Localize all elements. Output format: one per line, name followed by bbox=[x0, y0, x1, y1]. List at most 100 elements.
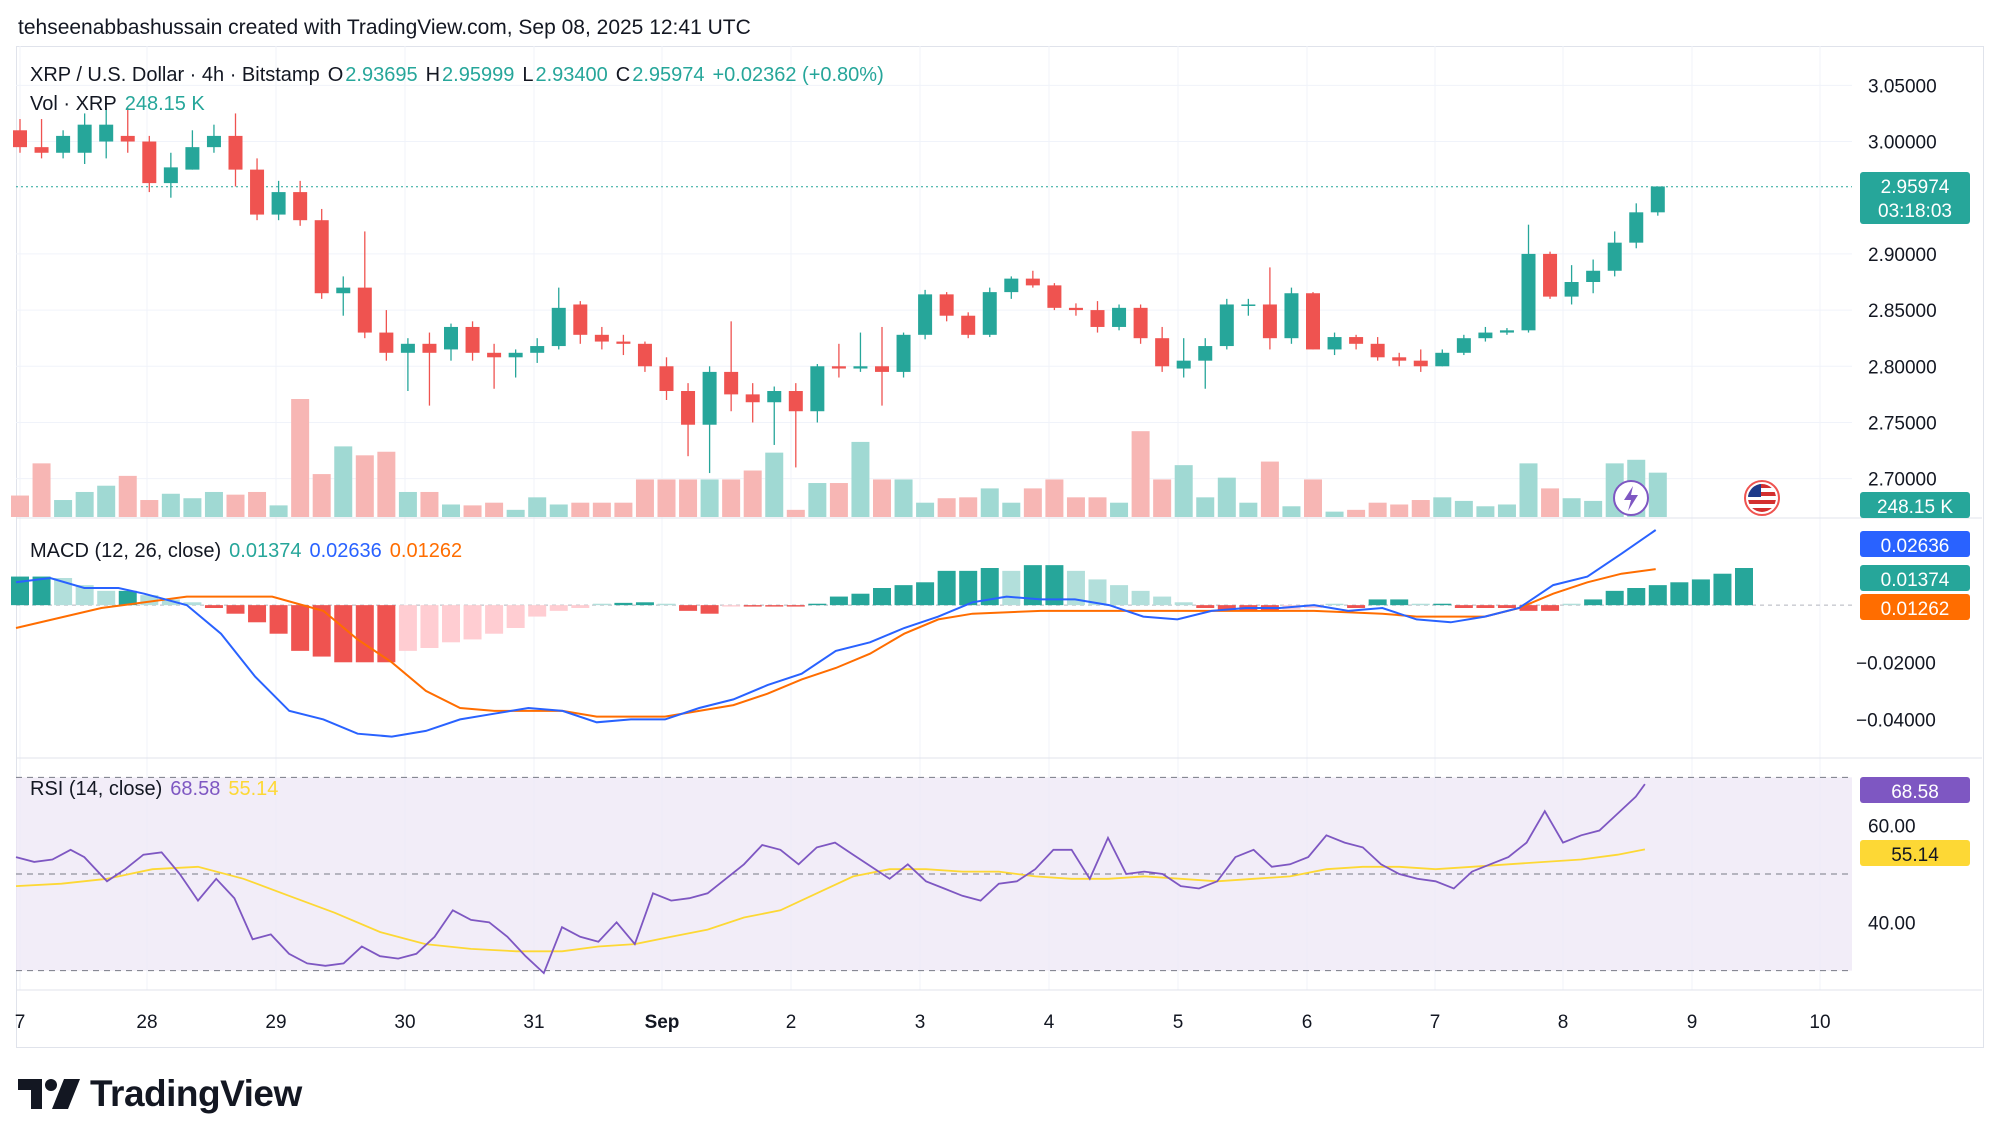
volume-bar bbox=[571, 502, 590, 517]
candle-body bbox=[13, 130, 27, 148]
x-tick-label: 7 bbox=[15, 1012, 26, 1033]
macd-hist-bar bbox=[959, 570, 978, 606]
price-tick-label: 2.85000 bbox=[1868, 301, 1937, 322]
candle-body bbox=[1499, 330, 1514, 333]
volume-bar bbox=[829, 483, 848, 517]
volume-bar bbox=[1476, 506, 1495, 517]
volume-bar bbox=[1304, 479, 1322, 517]
volume-bar bbox=[851, 441, 870, 517]
macd-hist-bar bbox=[528, 605, 547, 617]
volume-bar bbox=[1239, 502, 1258, 517]
macd-hist-bar bbox=[1045, 565, 1064, 606]
volume-bar bbox=[97, 485, 116, 517]
macd-hist-bar bbox=[1066, 570, 1085, 606]
candle-body bbox=[1176, 360, 1191, 369]
candle-body bbox=[465, 326, 480, 353]
volume-bar bbox=[1023, 488, 1042, 517]
macd-hist-bar bbox=[1454, 605, 1473, 608]
volume-bar bbox=[1282, 506, 1301, 517]
volume-bar bbox=[1454, 500, 1473, 517]
lightning-icon[interactable] bbox=[1613, 480, 1649, 516]
macd-hist-bar bbox=[1541, 605, 1560, 611]
price-tick-label: 2.90000 bbox=[1868, 245, 1937, 266]
candle-body bbox=[142, 141, 157, 184]
volume-bar bbox=[1174, 465, 1193, 517]
macd-hist-bar bbox=[851, 593, 870, 606]
candle-body bbox=[206, 135, 221, 148]
volume-bar bbox=[11, 495, 29, 517]
candles bbox=[13, 107, 1665, 474]
x-tick-label: 31 bbox=[523, 1012, 544, 1033]
volume-bar bbox=[1088, 497, 1107, 517]
candle-body bbox=[1650, 186, 1665, 213]
macd-hist-bar bbox=[463, 605, 482, 640]
candle-body bbox=[896, 334, 911, 372]
candle-body bbox=[163, 167, 178, 184]
volume-bar bbox=[1110, 502, 1129, 517]
price-tick-label: 2.80000 bbox=[1868, 357, 1937, 378]
candle-body bbox=[271, 192, 286, 215]
candle-body bbox=[982, 292, 997, 335]
x-tick-label: 8 bbox=[1558, 1012, 1569, 1033]
candle-body bbox=[379, 332, 394, 353]
candle-body bbox=[1370, 343, 1385, 358]
candle-body bbox=[659, 366, 674, 392]
us-flag-icon[interactable] bbox=[1744, 480, 1780, 516]
candle-body bbox=[487, 352, 502, 358]
macd-signal-badge: 0.01262 bbox=[1860, 594, 1970, 620]
macd-hist-bar bbox=[1519, 605, 1538, 611]
candle-body bbox=[594, 334, 609, 342]
price-tick-label: 2.75000 bbox=[1868, 413, 1937, 434]
macd-hist-bar bbox=[1110, 585, 1129, 606]
macd-hist-bar bbox=[1325, 603, 1344, 606]
macd-hist-bar bbox=[765, 605, 784, 607]
low-label: L bbox=[522, 64, 534, 86]
volume-bar bbox=[1325, 511, 1344, 517]
candle-body bbox=[1306, 293, 1320, 350]
candle-body bbox=[875, 366, 889, 372]
macd-hist-bar bbox=[1088, 579, 1107, 606]
tradingview-logo[interactable]: TradingView bbox=[18, 1073, 302, 1115]
rsi-value: 68.58 bbox=[170, 778, 221, 800]
candle-body bbox=[530, 346, 545, 353]
candle-body bbox=[637, 343, 652, 367]
macd-hist-bar bbox=[161, 599, 180, 606]
macd-hist-bar bbox=[140, 595, 159, 606]
candle-body bbox=[724, 371, 739, 395]
macd-hist-bar bbox=[11, 576, 29, 606]
macd-hist-bar bbox=[937, 570, 956, 606]
low-value: 2.93400 bbox=[535, 64, 608, 86]
macd-signal-badge-text: 0.01262 bbox=[1881, 599, 1950, 620]
volume-bar bbox=[786, 509, 805, 517]
macd-hist-bar bbox=[679, 605, 698, 611]
rsi-tick-label: 60.00 bbox=[1868, 817, 1916, 838]
candle-body bbox=[1456, 338, 1471, 353]
candle-body bbox=[1478, 332, 1493, 339]
volume-bar bbox=[549, 504, 568, 517]
candle-body bbox=[1068, 307, 1083, 311]
volume-bar bbox=[635, 479, 654, 517]
macd-line-value: 0.02636 bbox=[309, 540, 382, 562]
macd-hist-bar bbox=[829, 596, 848, 606]
candle-body bbox=[1521, 253, 1536, 331]
macd-hist-bar bbox=[377, 605, 396, 663]
macd-hist-bar bbox=[1670, 582, 1689, 606]
macd-badge-text: 0.02636 bbox=[1881, 536, 1950, 557]
macd-hist-bar bbox=[1562, 603, 1581, 606]
x-tick-label: Sep bbox=[645, 1012, 680, 1033]
high-label: H bbox=[425, 64, 441, 86]
macd-hist-bar bbox=[700, 605, 719, 614]
macd-hist-bar bbox=[398, 605, 417, 651]
macd-hist-bar bbox=[1196, 605, 1215, 608]
volume-bar bbox=[592, 502, 611, 517]
macd-hist-bar bbox=[226, 605, 245, 614]
volume-bar bbox=[377, 451, 396, 517]
volume-bar bbox=[1153, 479, 1172, 517]
symbol-legend: XRP / U.S. Dollar · 4h · Bitstamp O 2.9369… bbox=[30, 64, 892, 87]
volume-bar bbox=[248, 491, 267, 517]
macd-hist-bar bbox=[1497, 605, 1516, 608]
macd-tick-label: −0.02000 bbox=[1856, 653, 1936, 674]
candle-body bbox=[1004, 278, 1019, 293]
macd-hist-bar bbox=[571, 605, 590, 608]
